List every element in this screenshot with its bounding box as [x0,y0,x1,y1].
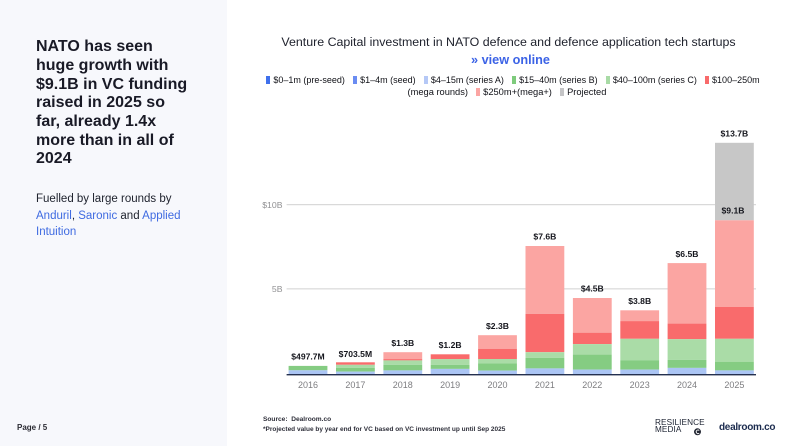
svg-text:2025: 2025 [724,380,744,390]
svg-text:$6.5B: $6.5B [676,249,699,259]
svg-text:$2.3B: $2.3B [486,321,509,331]
svg-text:2022: 2022 [582,380,602,390]
svg-text:$497.7M: $497.7M [291,352,324,362]
svg-text:$7.6B: $7.6B [533,232,556,242]
svg-text:$3.8B: $3.8B [628,296,651,306]
svg-text:2021: 2021 [535,380,555,390]
svg-text:$1.3B: $1.3B [391,338,414,348]
svg-text:$1.2B: $1.2B [439,340,462,350]
svg-text:$13.7B: $13.7B [721,129,749,139]
svg-text:5B: 5B [272,284,283,294]
svg-text:$4.5B: $4.5B [581,284,604,294]
svg-text:$9.1B: $9.1B [722,206,745,216]
svg-text:$10B: $10B [262,200,282,210]
svg-text:2023: 2023 [630,380,650,390]
svg-text:2016: 2016 [298,380,318,390]
svg-text:$703.5M: $703.5M [339,349,372,359]
svg-text:2020: 2020 [487,380,507,390]
svg-text:2019: 2019 [440,380,460,390]
svg-text:2024: 2024 [677,380,697,390]
svg-text:2017: 2017 [345,380,365,390]
svg-text:2018: 2018 [393,380,413,390]
